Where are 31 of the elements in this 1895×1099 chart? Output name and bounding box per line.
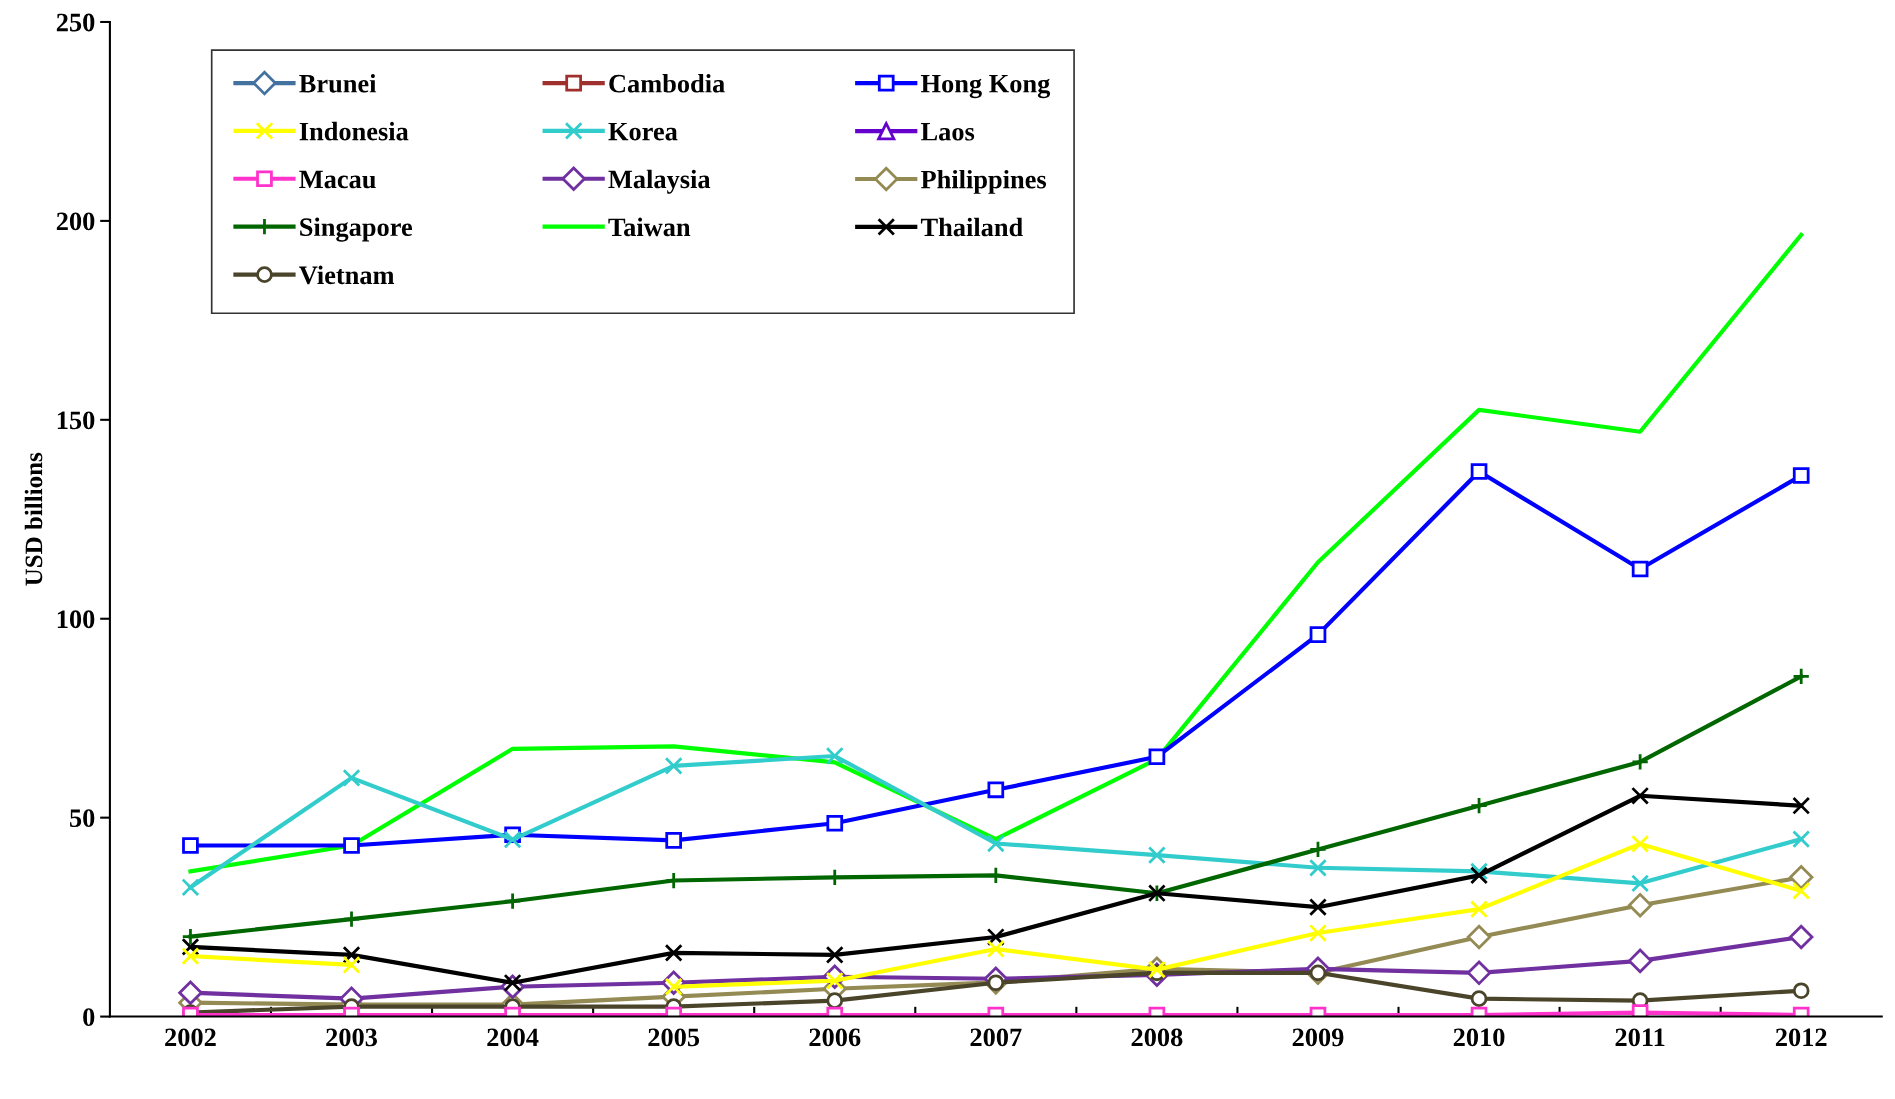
x-tick-label: 2009: [1292, 1028, 1344, 1047]
x-tick-label: 2006: [809, 1028, 861, 1047]
legend-label: Taiwan: [608, 217, 691, 237]
x-tick-label: 2002: [165, 1028, 216, 1047]
legend-label: Hong Kong: [920, 75, 1051, 99]
legend-label: Thailand: [920, 217, 1023, 237]
legend-label: Laos: [920, 123, 975, 141]
x-tick-label: 2005: [648, 1028, 700, 1047]
x-tick-label: 2010: [1453, 1028, 1505, 1047]
legend-label: Brunei: [299, 74, 377, 93]
y-tick-label: 0: [83, 1008, 95, 1026]
y-tick-label: 100: [57, 610, 95, 629]
x-tick-label: 2003: [326, 1028, 378, 1047]
y-tick-label: 150: [57, 411, 95, 430]
legend-label: Indonesia: [299, 121, 409, 141]
legend-label: Korea: [608, 122, 678, 141]
y-tick-label: 250: [56, 13, 95, 32]
legend-label: Vietnam: [299, 265, 395, 285]
y-tick-label: 50: [69, 809, 95, 828]
x-tick-label: 2012: [1775, 1028, 1827, 1047]
legend-label: Singapore: [300, 217, 412, 242]
y-axis-title: USD billions: [24, 452, 43, 586]
legend-label: Malaysia: [608, 169, 711, 194]
y-tick-label: 200: [56, 212, 95, 231]
x-tick-label: 2007: [970, 1028, 1022, 1047]
x-tick-label: 2004: [487, 1028, 539, 1047]
legend-label: Macau: [299, 170, 376, 189]
legend-label: Philippines: [920, 169, 1047, 194]
x-tick-label: 2011: [1615, 1028, 1665, 1047]
legend-label: Cambodia: [609, 74, 725, 93]
x-tick-label: 2008: [1131, 1028, 1183, 1047]
